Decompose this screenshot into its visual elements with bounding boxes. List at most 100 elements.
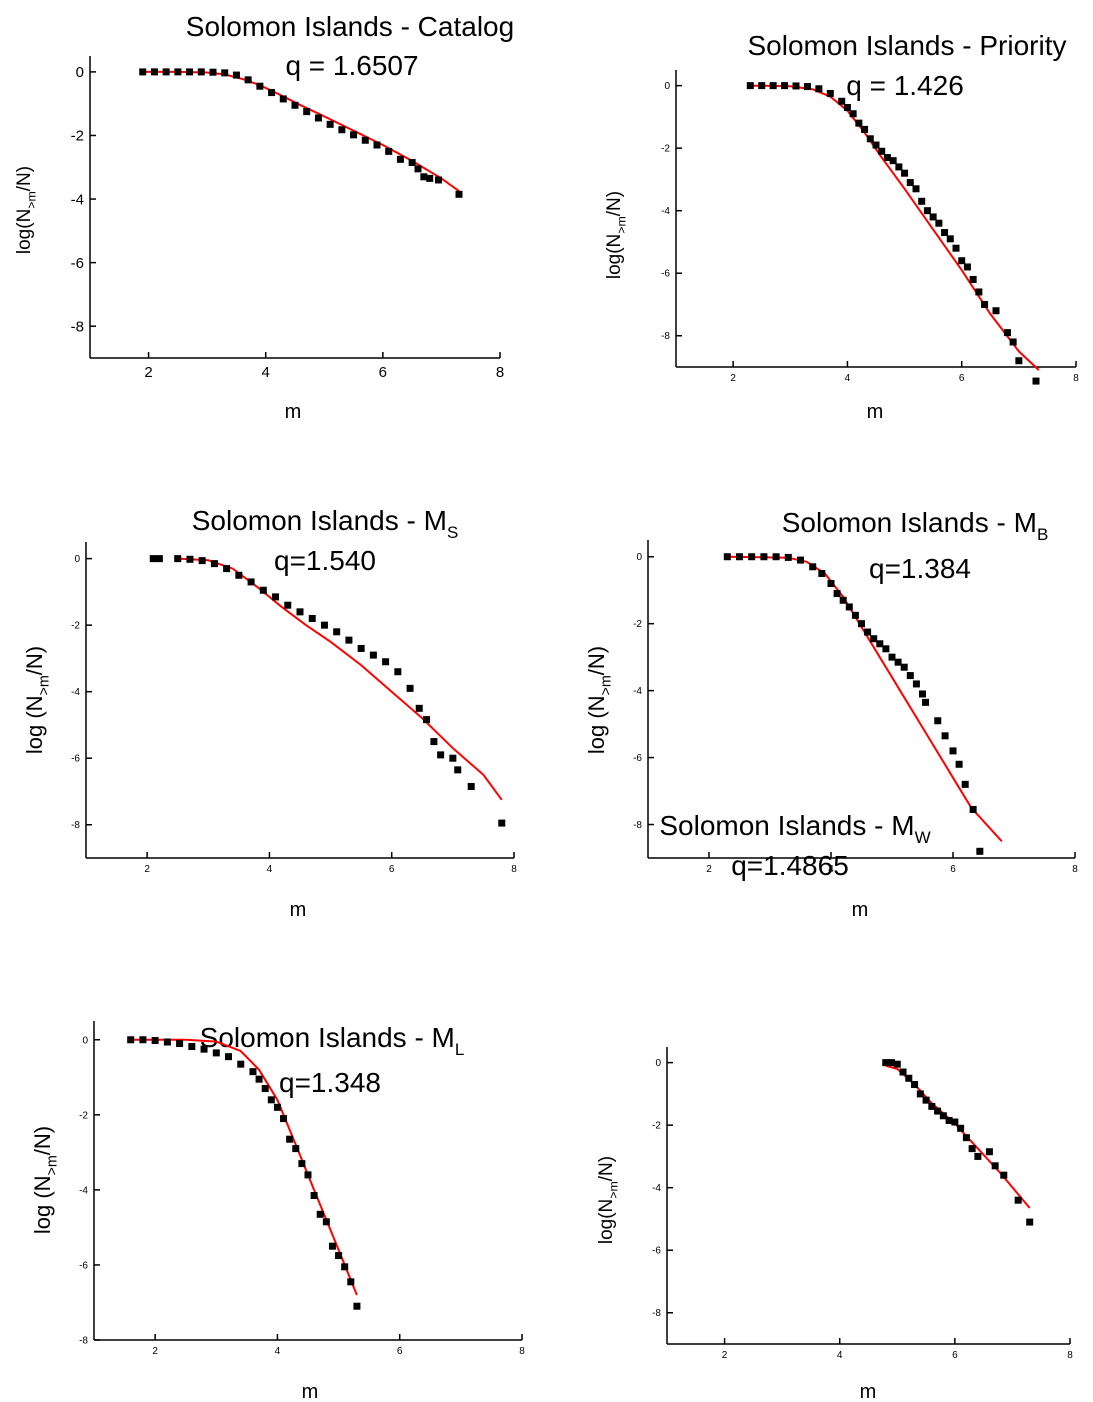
data-point	[314, 114, 322, 122]
data-point	[809, 563, 817, 571]
y-label-text: log (N	[22, 695, 47, 754]
panel: 2 4 6 8 0 -2 -4 -6 -8 Solomon Islands - MSq=1.540…	[22, 505, 517, 921]
annotation: q = 1.6507	[285, 50, 418, 81]
data-point	[369, 651, 377, 659]
y-label-text: log(N	[596, 1199, 617, 1244]
x-tick-label: 2	[706, 864, 712, 875]
y-tick-label: -4	[661, 206, 670, 217]
title-text: Solomon Islands - M	[782, 507, 1037, 538]
data-point	[186, 555, 194, 563]
data-point	[981, 300, 989, 308]
data-point	[430, 738, 438, 746]
data-point	[280, 1115, 288, 1123]
data-point	[876, 640, 884, 648]
data-point	[922, 1096, 930, 1104]
data-point	[435, 176, 442, 184]
x-tick-label: 6	[952, 1350, 958, 1361]
data-point	[420, 173, 428, 181]
data-point	[188, 1043, 196, 1051]
y-tick-label: -8	[71, 820, 80, 831]
data-point	[151, 1037, 159, 1045]
data-point	[818, 569, 826, 577]
title-text: Solomon Islands - Priority	[747, 30, 1066, 61]
y-tick-label: -2	[652, 1121, 661, 1132]
x-axis-label: m	[852, 899, 869, 921]
y-tick-label: -4	[652, 1183, 661, 1194]
data-point	[992, 307, 1000, 315]
data-point	[961, 780, 969, 788]
data-point	[889, 157, 897, 165]
y-label-subscript: >m	[45, 1155, 61, 1175]
data-point	[249, 1068, 257, 1076]
data-point	[911, 1081, 919, 1089]
data-point	[939, 1112, 947, 1120]
x-tick-label: 2	[152, 1346, 158, 1357]
chart-title: Solomon Islands - Catalog	[186, 11, 514, 42]
data-point	[1014, 1196, 1022, 1204]
data-point	[851, 611, 859, 619]
data-point	[922, 698, 930, 706]
data-point	[328, 1242, 336, 1250]
chart-title: Solomon Islands - MW	[659, 810, 930, 847]
data-point	[209, 68, 217, 76]
data-point	[259, 586, 267, 594]
y-axis-label: log (N>m/N)	[30, 1126, 61, 1234]
fit-line	[885, 1064, 1031, 1209]
y-tick-label: 0	[655, 1058, 661, 1069]
title-text: Solomon Islands - M	[200, 1022, 455, 1053]
data-point	[347, 1278, 355, 1286]
y-label-text: log(N	[14, 209, 35, 254]
data-point	[1015, 357, 1023, 365]
data-point	[261, 1085, 269, 1093]
title-text: Solomon Islands - M	[659, 810, 914, 841]
x-tick-label: 2	[144, 864, 150, 875]
x-tick-label: 2	[144, 364, 152, 381]
data-point	[934, 1107, 942, 1115]
annotation: q=1.384	[869, 553, 971, 584]
y-label-text: /N)	[596, 1156, 617, 1181]
y-label-text: log (N	[584, 695, 609, 754]
x-tick-label: 4	[275, 1346, 281, 1357]
y-tick-label: -6	[71, 255, 84, 272]
annotation: q=1.348	[279, 1067, 381, 1098]
data-point	[861, 125, 869, 133]
data-point	[268, 89, 276, 97]
x-tick-label: 8	[511, 864, 517, 875]
data-point	[843, 104, 851, 112]
data-point	[760, 553, 768, 561]
y-tick-label: -2	[79, 1110, 88, 1121]
title-subscript: B	[1037, 525, 1048, 544]
data-point	[901, 169, 909, 177]
data-point	[736, 553, 743, 561]
title-text: Solomon Islands - Catalog	[186, 11, 514, 42]
data-point	[303, 108, 311, 116]
data-point	[941, 732, 949, 740]
data-point	[976, 847, 984, 855]
data-point	[858, 620, 865, 628]
title-subscript: S	[447, 523, 458, 542]
data-point	[316, 1210, 324, 1218]
x-axis-label: m	[302, 1381, 319, 1402]
data-point	[350, 131, 358, 139]
fit-line	[750, 84, 1040, 371]
fit-line	[177, 557, 503, 801]
data-point	[237, 1060, 245, 1068]
data-point	[1003, 329, 1011, 337]
data-point	[198, 557, 206, 565]
y-tick-label: 0	[664, 81, 670, 92]
fit-line	[130, 1038, 358, 1296]
data-point	[758, 82, 766, 90]
y-tick-label: -2	[71, 128, 84, 145]
data-point	[723, 553, 731, 561]
data-point	[127, 1036, 135, 1044]
data-point	[746, 82, 754, 90]
data-point	[310, 1192, 318, 1200]
x-axis-label: m	[867, 401, 884, 423]
data-point	[826, 89, 834, 97]
x-tick-label: 4	[267, 864, 273, 875]
data-point	[255, 1075, 263, 1083]
data-point	[916, 1090, 924, 1098]
x-axis-label: m	[285, 401, 302, 423]
data-point	[415, 704, 423, 712]
